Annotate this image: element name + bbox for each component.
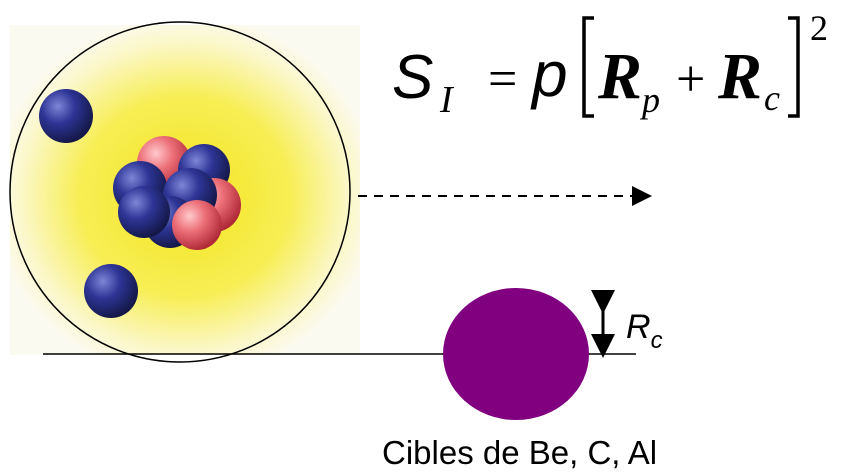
target-radius-label: Rc: [626, 308, 663, 355]
formula-r-target: R: [717, 40, 762, 113]
formula-r-projectile-subscript: p: [639, 80, 660, 120]
target-radius-label-main: R: [626, 308, 651, 346]
formula-r-target-subscript: c: [764, 78, 780, 118]
formula-pi: p: [530, 38, 568, 110]
nucleus-outline: [9, 21, 351, 363]
neutron: [118, 186, 170, 238]
formula-equals: =: [488, 51, 517, 108]
formula-r-projectile: R: [597, 40, 642, 113]
cross-section-formula: S I = p R p + R c 2: [392, 8, 828, 121]
formula-sigma: S: [392, 43, 433, 112]
target-nucleus: [443, 288, 589, 420]
formula-right-bracket: [788, 16, 800, 118]
proton: [172, 200, 222, 250]
formula-exponent: 2: [810, 8, 828, 48]
formula-plus: +: [676, 51, 705, 108]
target-radius-label-subscript: c: [650, 327, 663, 354]
formula-left-bracket: [582, 16, 594, 118]
neutron-outer-bottom: [84, 264, 138, 318]
formula-sigma-subscript: I: [439, 79, 455, 121]
nucleon-cluster: [113, 136, 241, 250]
neutron-outer-top: [39, 89, 93, 143]
targets-caption: Cibles de Be, C, Al: [382, 434, 658, 471]
